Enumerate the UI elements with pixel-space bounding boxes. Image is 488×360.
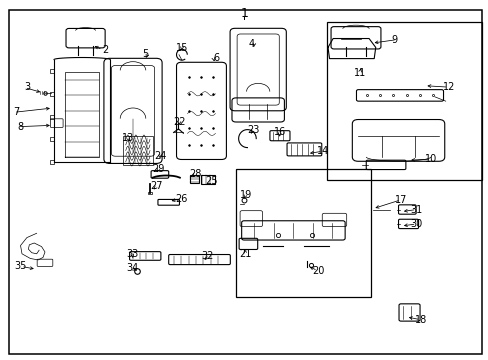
Bar: [201, 175, 215, 184]
Text: 8: 8: [17, 122, 23, 132]
Bar: [326, 22, 481, 180]
Text: 32: 32: [202, 251, 214, 261]
Text: 34: 34: [126, 263, 138, 273]
Text: 12: 12: [442, 82, 454, 92]
Text: 7: 7: [13, 107, 20, 117]
Text: 11: 11: [353, 68, 365, 78]
Text: 16: 16: [273, 127, 285, 137]
Text: 21: 21: [239, 249, 251, 259]
Bar: [236, 169, 370, 297]
Text: 33: 33: [126, 249, 138, 259]
Text: 10: 10: [425, 154, 437, 164]
Text: 27: 27: [150, 181, 163, 192]
Text: 3: 3: [24, 82, 30, 93]
Text: 17: 17: [394, 195, 407, 205]
Bar: [189, 175, 198, 183]
Text: 35: 35: [15, 261, 27, 271]
Text: 19: 19: [239, 190, 251, 200]
Text: 20: 20: [311, 266, 324, 276]
Text: 2: 2: [102, 45, 108, 55]
Text: 5: 5: [142, 49, 148, 59]
Text: 13: 13: [122, 133, 134, 143]
Text: 1: 1: [240, 7, 248, 20]
Text: 9: 9: [390, 35, 397, 45]
Text: 22: 22: [173, 117, 186, 127]
Bar: [147, 192, 151, 194]
Text: 14: 14: [316, 146, 328, 156]
Text: 18: 18: [414, 315, 426, 325]
Text: 31: 31: [410, 204, 422, 215]
Text: 15: 15: [176, 42, 188, 53]
Text: 30: 30: [410, 219, 422, 229]
Text: 24: 24: [154, 150, 166, 161]
Text: 28: 28: [189, 168, 202, 179]
Text: 29: 29: [152, 164, 164, 174]
Text: 25: 25: [204, 176, 217, 186]
Bar: [122, 136, 153, 165]
Text: 4: 4: [248, 39, 254, 49]
Text: 26: 26: [175, 194, 187, 204]
Text: 23: 23: [246, 125, 259, 135]
Text: 6: 6: [212, 53, 219, 63]
